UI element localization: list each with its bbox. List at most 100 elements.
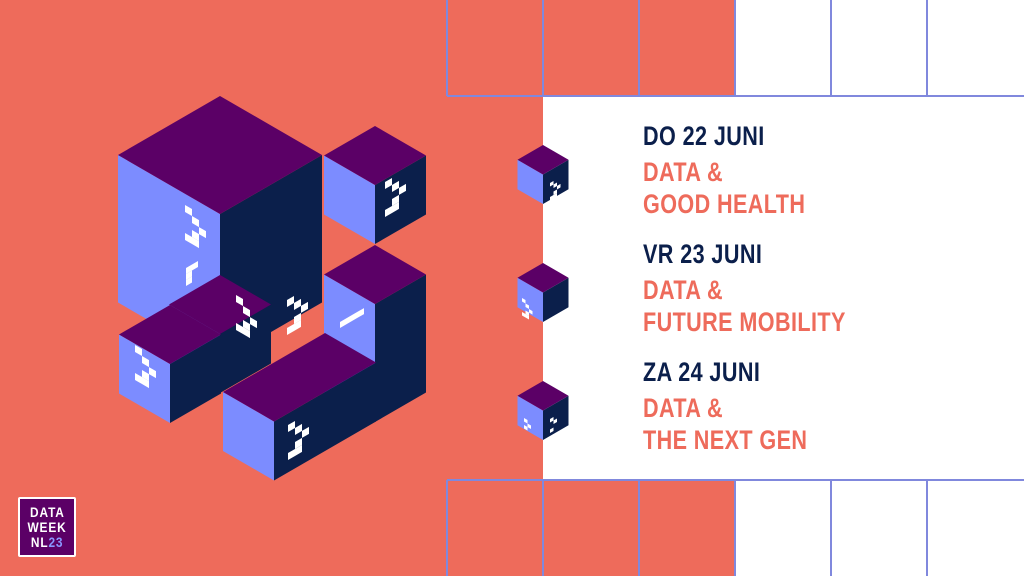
glyph-pixel: [185, 233, 192, 245]
glyph-pixel: [295, 437, 302, 449]
glyph-pixel: [346, 315, 352, 325]
cube-top-face: [517, 263, 569, 293]
glyph-pixel: [399, 183, 406, 195]
glyph-pixel: [287, 323, 294, 335]
event-title-line1: DATA &: [643, 157, 723, 187]
cube-top-face: [517, 381, 569, 411]
glyph-pixel: [192, 216, 199, 228]
glyph-pixel: [524, 425, 528, 431]
glyph-pixel: [294, 319, 301, 331]
logo-year: 23: [48, 533, 64, 550]
glyph-pixel: [135, 345, 142, 357]
event-title-line1: DATA &: [643, 275, 723, 305]
grid-lines: [446, 0, 1024, 576]
glyph-pixel: [192, 261, 198, 271]
event-3: ZA 24 JUNI DATA & THE NEXT GEN: [643, 356, 849, 456]
event-cube-icons: [517, 145, 569, 440]
cube-icon: [517, 263, 569, 322]
event-title-line2: THE NEXT GEN: [643, 425, 808, 455]
cube-top-face: [517, 145, 569, 175]
glyph-pixel: [288, 448, 295, 460]
cube-top-face: [324, 126, 426, 185]
glyph-pixel: [392, 180, 399, 192]
glyph-pixel: [550, 416, 554, 423]
glyph-pixel: [142, 370, 149, 382]
glyph-pixel: [527, 423, 531, 430]
glyph-pixel: [294, 298, 301, 310]
glyph-pixel: [525, 314, 529, 320]
glyph-pixel: [529, 309, 533, 315]
dataweek-logo: DATA WEEK NL23: [18, 497, 76, 557]
glyph-pixel: [385, 205, 392, 217]
glyph-pixel: [287, 295, 294, 307]
glyph-pixel: [295, 423, 302, 435]
glyph-pixel: [135, 373, 142, 385]
glyph-pixel: [550, 194, 554, 201]
glyph-pixel: [243, 320, 250, 332]
event-title-line1: DATA &: [643, 393, 723, 423]
glyph-pixel: [186, 264, 192, 274]
event-date: ZA 24 JUNI: [643, 357, 761, 387]
glyph-pixel: [352, 311, 358, 322]
glyph-pixel: [525, 303, 529, 310]
cube-icon: [517, 381, 569, 440]
cube-right-face: [375, 274, 426, 422]
glyph-pixel: [550, 427, 554, 433]
glyph-pixel: [385, 177, 392, 189]
cube-top-face: [324, 245, 426, 304]
glyph-pixel: [553, 418, 557, 424]
glyph-pixel: [186, 276, 192, 286]
glyph-pixel: [142, 356, 149, 368]
logo-line2: WEEK: [27, 518, 67, 535]
white-panel: [543, 0, 1024, 576]
glyph-pixel: [294, 312, 301, 324]
event-1: DO 22 JUNI DATA & GOOD HEALTH: [643, 120, 846, 220]
cube-top-face: [119, 305, 221, 364]
glyph-pixel: [199, 227, 206, 239]
glyph-pixel: [301, 301, 308, 313]
glyph-pixel: [553, 182, 557, 188]
glyph-pixel: [186, 270, 192, 280]
glyph-pixel: [250, 317, 257, 329]
glyph-pixel: [553, 189, 557, 195]
glyph-pixel: [236, 323, 243, 335]
cube-top-face: [223, 333, 376, 422]
glyph-pixel: [392, 201, 399, 213]
glyph-pixel: [522, 298, 526, 304]
cube-top-face: [118, 96, 322, 214]
glyph-pixel: [149, 367, 156, 379]
logo-nl: NL: [30, 533, 49, 550]
glyph-pixel: [524, 418, 528, 424]
glyph-pixel: [550, 180, 554, 187]
glyph-pixel: [243, 327, 250, 339]
event-title-line2: FUTURE MOBILITY: [643, 307, 846, 337]
glyph-pixel: [142, 377, 149, 389]
event-2: VR 23 JUNI DATA & FUTURE MOBILITY: [643, 238, 896, 338]
glyph-pixel: [340, 318, 346, 328]
glyph-pixel: [243, 306, 250, 318]
glyph-pixel: [288, 420, 295, 432]
glyph-pixel: [553, 192, 557, 199]
white-panel-rect: [543, 96, 1024, 480]
glyph-pixel: [302, 426, 309, 438]
cube-icon: [517, 145, 569, 204]
glyph-pixel: [522, 312, 526, 318]
glyph-pixel: [192, 237, 199, 249]
event-title-line2: GOOD HEALTH: [643, 189, 806, 219]
glyph-pixel: [557, 183, 561, 190]
event-date: VR 23 JUNI: [643, 239, 763, 269]
logo-line3: NL23: [30, 533, 64, 550]
isometric-cubes-illustration: [118, 96, 426, 481]
glyph-pixel: [236, 295, 243, 307]
white-bottom-cells: [735, 480, 1024, 576]
glyph-pixel: [358, 308, 364, 318]
event-date: DO 22 JUNI: [643, 121, 765, 151]
glyph-pixel: [185, 205, 192, 217]
logo-line1: DATA: [29, 503, 65, 520]
glyph-pixel: [192, 230, 199, 242]
glyph-pixel: [525, 310, 529, 317]
white-top-cells: [735, 0, 1024, 96]
glyph-pixel: [295, 444, 302, 456]
glyph-pixel: [392, 194, 399, 206]
